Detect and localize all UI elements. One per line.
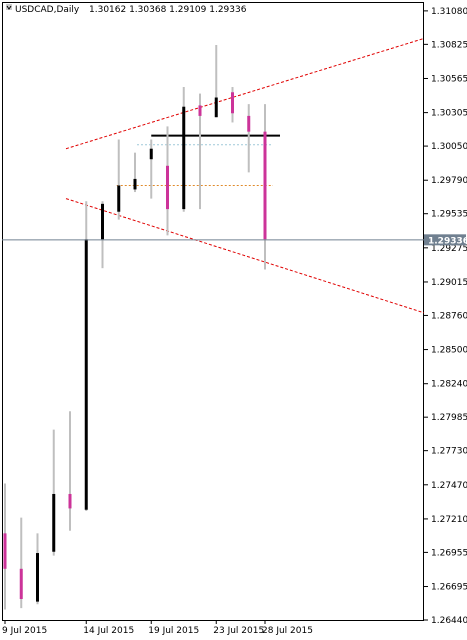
date-tick-label: 14 Jul 2015 bbox=[83, 626, 134, 636]
expand-icon[interactable] bbox=[6, 4, 12, 10]
price-tick-label: 1.28500 bbox=[431, 346, 467, 356]
candle-body bbox=[231, 92, 234, 114]
price-tick-label: 1.26955 bbox=[431, 548, 467, 558]
candle[interactable] bbox=[101, 201, 104, 269]
chart-ohlc-values: 1.30162 1.30368 1.29109 1.29336 bbox=[89, 5, 247, 15]
price-tick-label: 1.27985 bbox=[431, 413, 467, 423]
candle-body bbox=[3, 533, 7, 569]
price-tick-label: 1.30305 bbox=[431, 109, 467, 119]
date-tick-label: 19 Jul 2015 bbox=[148, 626, 199, 636]
price-tick-label: 1.30825 bbox=[431, 40, 467, 50]
price-tick-label: 1.29535 bbox=[431, 210, 467, 220]
upper-trendline[interactable] bbox=[65, 37, 425, 150]
candle[interactable] bbox=[247, 104, 251, 173]
candle-body bbox=[68, 493, 72, 509]
price-tick-label: 1.27210 bbox=[431, 515, 467, 525]
price-tick-label: 1.31080 bbox=[431, 7, 467, 17]
candle-body bbox=[117, 185, 121, 212]
candle[interactable] bbox=[198, 93, 202, 210]
candle[interactable] bbox=[117, 139, 121, 220]
candle[interactable] bbox=[52, 429, 56, 556]
candle-body bbox=[84, 239, 88, 510]
candle[interactable] bbox=[149, 139, 153, 199]
date-tick-label: 23 Jul 2015 bbox=[213, 626, 264, 636]
candle-body bbox=[19, 568, 23, 599]
date-tick-label: 9 Jul 2015 bbox=[2, 626, 47, 636]
candle[interactable] bbox=[214, 45, 218, 118]
candle[interactable] bbox=[36, 533, 39, 605]
time-axis[interactable]: 9 Jul 2015 14 Jul 2015 19 Jul 2015 23 Jul 2… bbox=[2, 620, 313, 636]
price-tick-label: 1.28760 bbox=[431, 311, 467, 321]
candle-body bbox=[263, 131, 267, 240]
price-tick-label: 1.28240 bbox=[431, 380, 467, 390]
price-tick-label: 1.29275 bbox=[431, 244, 467, 254]
date-tick-label: 28 Jul 2015 bbox=[262, 626, 313, 636]
candle-body bbox=[247, 115, 251, 132]
price-tick-label: 1.29015 bbox=[431, 278, 467, 288]
candle-body bbox=[166, 165, 169, 210]
price-tick-label: 1.26440 bbox=[431, 616, 467, 626]
price-tick-label: 1.27730 bbox=[431, 447, 467, 457]
candle-body bbox=[133, 178, 137, 190]
candles-group[interactable] bbox=[3, 45, 267, 610]
price-tick-label: 1.30050 bbox=[431, 142, 467, 152]
current-price-box bbox=[424, 234, 466, 246]
price-axis[interactable]: 1.31080 1.30825 1.30565 1.30305 1.30050 1.297… bbox=[424, 7, 467, 626]
candle[interactable] bbox=[19, 517, 23, 609]
plot-frame bbox=[2, 2, 424, 621]
candle[interactable] bbox=[182, 87, 186, 212]
candle[interactable] bbox=[3, 483, 7, 610]
price-tick-label: 1.30565 bbox=[431, 74, 467, 84]
price-tick-label: 1.27470 bbox=[431, 481, 467, 491]
price-tick-label: 1.29790 bbox=[431, 176, 467, 186]
candle-body bbox=[214, 97, 218, 118]
current-price-label: 1.29336 bbox=[428, 236, 467, 246]
candle[interactable] bbox=[68, 411, 72, 531]
drawing-objects[interactable] bbox=[65, 37, 425, 314]
candle-body bbox=[52, 493, 56, 552]
candle[interactable] bbox=[231, 87, 234, 123]
price-tick-label: 1.26695 bbox=[431, 583, 467, 593]
candle[interactable] bbox=[84, 201, 88, 512]
candle-body bbox=[198, 105, 202, 116]
candle[interactable] bbox=[166, 126, 169, 236]
candle[interactable] bbox=[133, 152, 137, 193]
chart-symbol-label: USDCAD,Daily bbox=[15, 5, 80, 15]
candle[interactable] bbox=[263, 104, 267, 270]
chevron-down-icon bbox=[6, 5, 12, 10]
candle-body bbox=[36, 553, 39, 602]
candle-body bbox=[101, 203, 104, 240]
candle-body bbox=[182, 106, 186, 210]
lower-trendline[interactable] bbox=[65, 198, 425, 314]
candle-body bbox=[149, 148, 153, 160]
